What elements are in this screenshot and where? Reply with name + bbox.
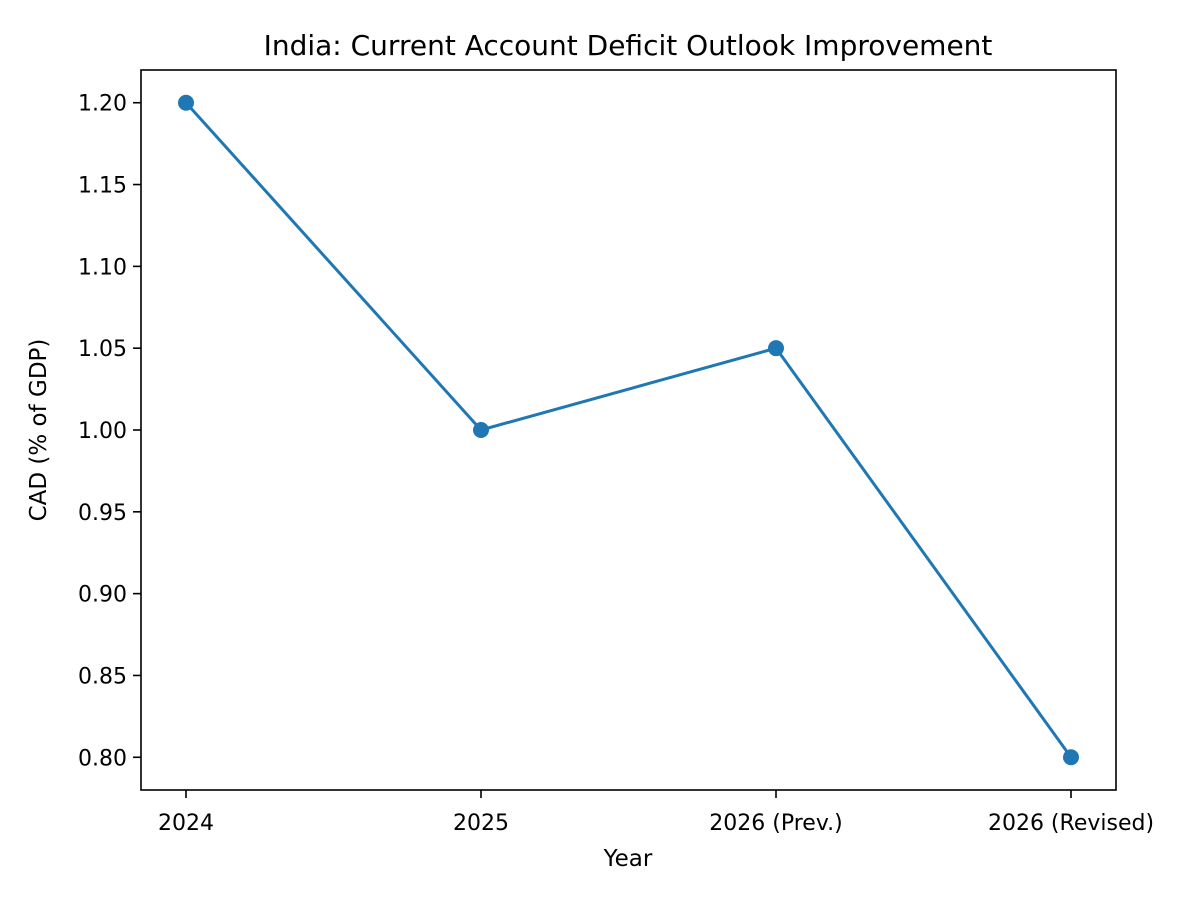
data-point: [1063, 749, 1079, 766]
y-tick-label: 1.15: [78, 174, 127, 199]
data-point: [473, 422, 489, 438]
y-tick-label: 1.00: [78, 419, 127, 444]
y-axis-label: CAD (% of GDP): [26, 339, 52, 522]
data-point: [178, 94, 194, 111]
x-tick-label: 2024: [158, 811, 214, 836]
series-line: [184, 101, 1073, 759]
y-tick-label: 1.20: [78, 92, 127, 117]
x-tick-label: 2026 (Revised): [988, 811, 1154, 836]
x-tick-label: 2026 (Prev.): [709, 811, 842, 836]
y-tick-label: 0.95: [78, 501, 127, 526]
y-tick-label: 0.85: [78, 664, 127, 689]
data-point: [768, 340, 784, 357]
series-layer: [178, 94, 1079, 766]
x-axis-ticks: 2024 2025 2026 (Prev.) 2026 (Revised): [158, 790, 1154, 836]
chart-title: India: Current Account Deficit Outlook I…: [264, 29, 993, 62]
y-tick-label: 1.05: [78, 337, 127, 362]
plot-area-frame: [140, 69, 1117, 791]
y-tick-label: 0.90: [78, 583, 127, 608]
x-axis-label: Year: [603, 846, 653, 872]
y-axis-ticks: 0.80 0.85 0.90 0.95 1.00 1.05 1.10 1.15 1.20: [78, 92, 141, 771]
x-tick-label: 2025: [453, 811, 509, 836]
y-tick-label: 0.80: [78, 746, 127, 771]
y-tick-label: 1.10: [78, 255, 127, 280]
